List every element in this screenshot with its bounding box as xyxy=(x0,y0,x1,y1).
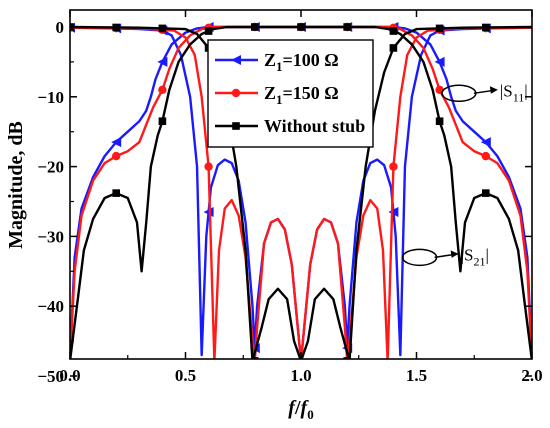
legend-label-0: Z1=100 Ω xyxy=(264,50,339,74)
series-2-s11-marker-2 xyxy=(158,24,167,33)
series-0-s21-marker-7 xyxy=(434,56,445,67)
x-axis-title-f0: f xyxy=(301,397,310,419)
legend-marker-0 xyxy=(231,55,241,65)
x-axis-title-f: f xyxy=(288,397,297,419)
series-0-s21-marker-0 xyxy=(111,137,122,148)
legend: Z1=100 Ω Z1=150 Ω Without stub xyxy=(207,39,374,148)
series-1-s21-marker-0 xyxy=(112,151,121,161)
legend-marker-1 xyxy=(231,88,241,98)
annotation-arrowhead-1 xyxy=(450,250,459,258)
x-axis-title-sub: 0 xyxy=(307,407,314,422)
series-2-s11-marker-5 xyxy=(343,357,351,359)
series-2-s21-marker-1 xyxy=(158,117,167,126)
series-0-s21-marker-1 xyxy=(157,56,168,67)
y-tick-label-5: −50 xyxy=(37,367,64,386)
series-2-s21-marker-8 xyxy=(482,189,490,197)
x-tick-label-4: 2.0 xyxy=(521,366,542,385)
y-tick-label-3: −30 xyxy=(37,227,64,246)
series-2-s11-marker-1 xyxy=(112,23,120,32)
series-0-s11-line xyxy=(70,26,532,359)
legend-label-1: Z1=150 Ω xyxy=(264,83,339,107)
y-tick-label-1: −10 xyxy=(37,88,64,107)
series-2-s11-marker-4 xyxy=(251,357,259,359)
y-tick-label-0: 0 xyxy=(56,18,65,37)
y-axis-title: Magnitude, dB xyxy=(5,121,27,249)
series-2-s11-marker-6 xyxy=(389,44,398,52)
series-2-s21-marker-0 xyxy=(112,189,120,197)
x-axis-title-slash: / xyxy=(294,397,301,419)
x-axis-title: f/f0 xyxy=(288,397,313,422)
annotation-arrowhead-0 xyxy=(489,86,498,94)
y-tick-label-4: −40 xyxy=(37,297,64,316)
series-0-s11-marker-6 xyxy=(388,206,399,217)
legend-label-2: Without stub xyxy=(264,116,365,136)
x-tick-label-1: 0.5 xyxy=(175,366,196,385)
x-tick-label-2: 1.0 xyxy=(290,366,311,385)
series-1-s11-marker-6 xyxy=(389,162,398,171)
series-2-s21-marker-7 xyxy=(435,117,444,126)
series-1-s21-marker-1 xyxy=(158,85,167,95)
series-2-s11-marker-7 xyxy=(435,24,444,33)
series-2-s21-marker-4 xyxy=(297,23,305,31)
x-tick-label-3: 1.5 xyxy=(406,366,427,385)
x-tick-label-0: 0.0 xyxy=(59,366,80,385)
series-1-s21-marker-8 xyxy=(481,151,490,161)
series-2-s21-marker-2 xyxy=(204,27,213,35)
legend-marker-2 xyxy=(232,122,240,130)
series-2-s21-marker-6 xyxy=(389,27,398,35)
series-2-s21-marker-5 xyxy=(343,23,351,31)
series-1-s11-marker-3 xyxy=(204,162,213,171)
series-2-s11-marker-8 xyxy=(482,23,490,32)
series-0-s21-marker-8 xyxy=(480,137,491,148)
annotation-label-1: |S21| xyxy=(461,245,489,268)
annotation-label-0: |S11| xyxy=(500,81,528,104)
series-2-s21-marker-3 xyxy=(251,23,259,31)
y-tick-label-2: −20 xyxy=(37,158,64,177)
